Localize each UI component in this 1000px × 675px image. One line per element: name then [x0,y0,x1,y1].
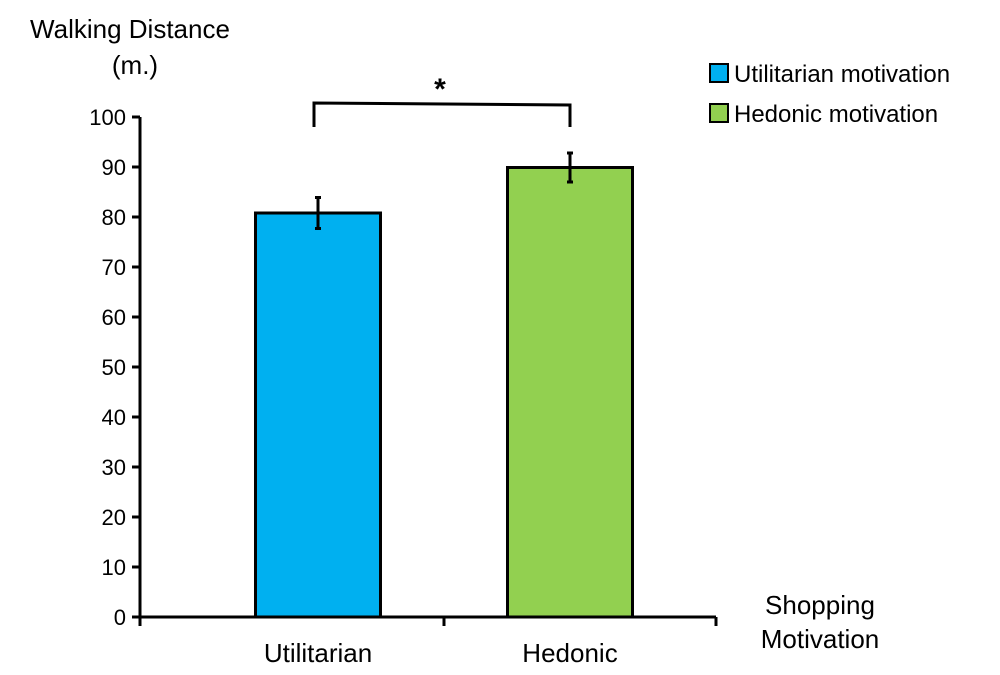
x-axis-title-line-1: Shopping [765,590,875,620]
x-category-label: Utilitarian [264,638,372,668]
x-category-label: Hedonic [522,638,617,668]
y-tick-label: 0 [114,605,126,630]
y-tick-label: 80 [102,205,126,230]
bar-hedonic [506,166,634,619]
y-tick-label: 30 [102,455,126,480]
significance-bracket [312,101,572,127]
plot-area: 0 10 20 30 40 50 60 70 80 90 100 Utilitarian Hedonic… [89,73,718,668]
bar-utilitarian [254,211,382,619]
y-tick-label: 90 [102,155,126,180]
y-tick-label: 20 [102,505,126,530]
x-axis-title-line-2: Motivation [761,624,880,654]
y-tick-label: 40 [102,405,126,430]
legend: Utilitarian motivation Hedonic motivatio… [709,61,950,128]
significance-marker: * [434,73,446,106]
y-tick-label: 70 [102,255,126,280]
x-axis-title: Shopping Motivation [761,590,880,654]
y-axis-title-line-1: Walking Distance [30,14,230,44]
y-tick-label: 50 [102,355,126,380]
y-tick-label: 100 [89,105,126,130]
y-tick-label: 60 [102,305,126,330]
legend-label-utilitarian: Utilitarian motivation [734,61,950,88]
y-axis-title: Walking Distance (m.) [30,14,230,80]
y-axis-title-line-2: (m.) [112,50,158,80]
y-tick-label: 10 [102,555,126,580]
legend-swatch-utilitarian [709,63,729,83]
legend-label-hedonic: Hedonic motivation [734,101,938,128]
legend-swatch-hedonic [709,103,729,123]
